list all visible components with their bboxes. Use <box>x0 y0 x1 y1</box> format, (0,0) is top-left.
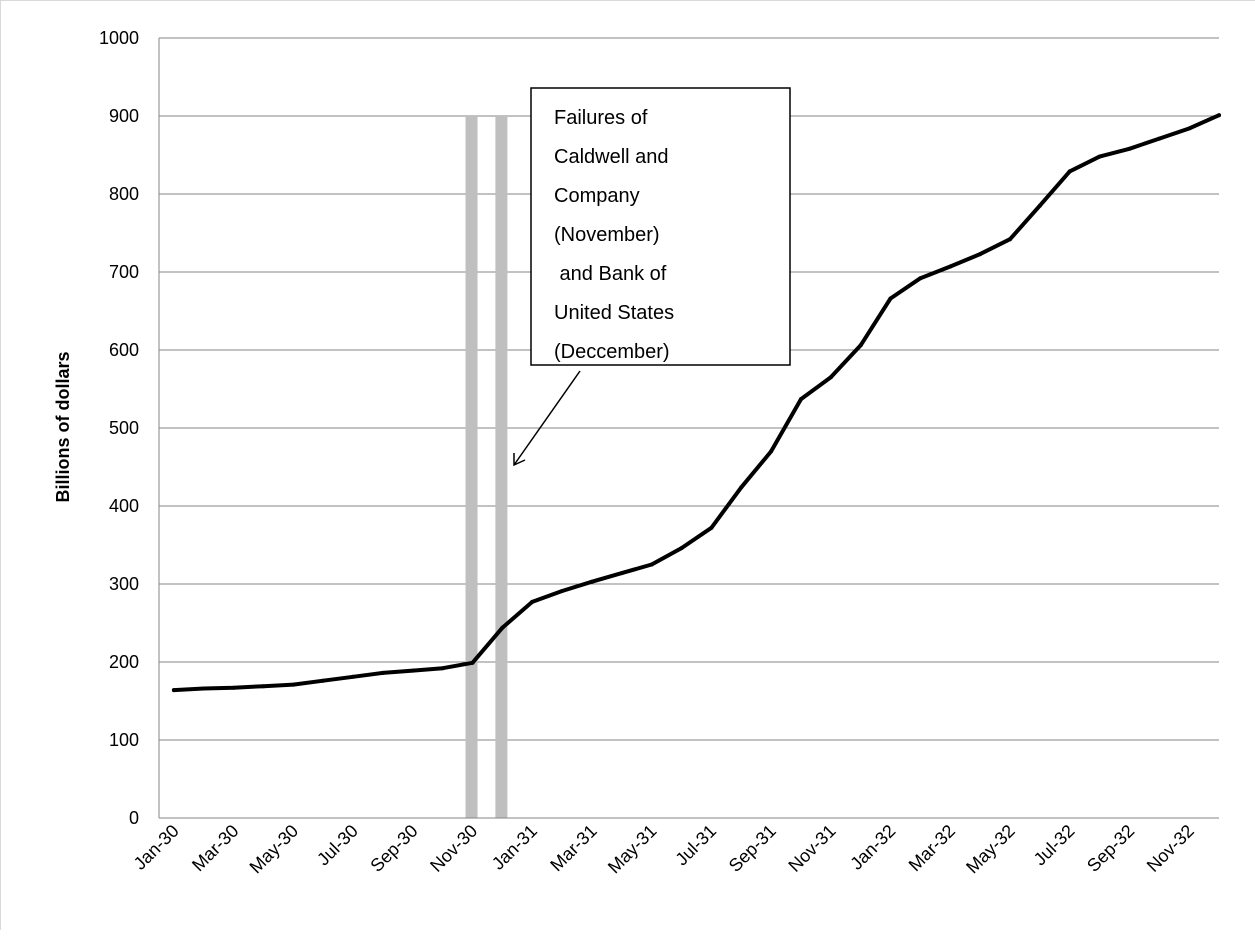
annotation-line: (Deccember) <box>554 341 670 363</box>
y-tick-label: 1000 <box>99 28 139 48</box>
annotation: Failures of Caldwell and Company (November)… <box>513 87 791 467</box>
data-point <box>321 678 326 683</box>
y-tick-label: 400 <box>109 496 139 516</box>
data-point <box>679 546 684 551</box>
data-point <box>351 674 356 679</box>
data-point <box>1217 113 1221 118</box>
annotation-box <box>530 87 791 366</box>
data-point <box>470 660 475 665</box>
data-point <box>1067 169 1072 174</box>
series-line <box>171 113 1221 693</box>
annotation-line: Caldwell and <box>554 146 669 168</box>
x-tick-label: Jul-32 <box>1030 821 1079 870</box>
y-tick-label: 300 <box>109 574 139 594</box>
series-layer <box>171 113 1221 693</box>
annotation-line: Failures of <box>554 107 648 129</box>
x-tick-label: May-30 <box>246 821 303 878</box>
y-tick-label: 800 <box>109 184 139 204</box>
x-tick-label: Jul-30 <box>313 821 362 870</box>
x-tick-label: Mar-32 <box>905 821 959 875</box>
annotation-text: Failures of Caldwell and Company (November)… <box>554 107 674 363</box>
x-tick-label: Jan-31 <box>488 821 541 874</box>
data-point <box>649 562 654 567</box>
data-point <box>440 666 445 671</box>
data-point <box>261 684 266 689</box>
data-point <box>560 589 565 593</box>
data-point <box>530 599 535 604</box>
annotation-arrow-line <box>513 370 581 466</box>
annotation-arrow-head <box>513 453 526 467</box>
y-tick-label: 100 <box>109 730 139 750</box>
x-tick-label: May-32 <box>962 821 1019 878</box>
data-point <box>1008 237 1012 242</box>
data-point <box>978 252 983 257</box>
data-point <box>201 686 206 691</box>
y-tick-label: 700 <box>109 262 139 282</box>
data-point <box>709 525 714 530</box>
data-point <box>380 670 385 675</box>
data-point <box>1037 203 1042 208</box>
data-point <box>619 571 624 576</box>
data-point <box>739 485 744 490</box>
y-tick-labels: 0 100 200 300 400 500 600 700 800 900 1000 <box>99 28 139 828</box>
data-point <box>410 668 415 673</box>
x-tick-label: May-31 <box>604 821 661 878</box>
x-tick-label: Nov-31 <box>784 821 839 876</box>
data-point <box>888 296 893 301</box>
x-tick-labels: Jan-30 Mar-30 May-30 Jul-30 Sep-30 Nov-30 Jan-… <box>130 821 1198 878</box>
data-point <box>500 625 505 630</box>
x-tick-label: Nov-32 <box>1143 821 1198 876</box>
x-tick-label: Sep-31 <box>725 821 780 876</box>
x-tick-label: Jan-30 <box>130 821 183 874</box>
data-point <box>590 579 594 584</box>
x-tick-label: Nov-30 <box>426 821 481 876</box>
failure-marker-bar <box>465 116 478 818</box>
data-point <box>291 682 296 687</box>
annotation-line: United States <box>554 302 674 324</box>
x-tick-label: Mar-31 <box>546 821 600 875</box>
data-point <box>171 688 176 693</box>
x-tick-label: Sep-32 <box>1083 821 1138 876</box>
y-tick-label: 500 <box>109 418 139 438</box>
data-point <box>1127 146 1132 151</box>
data-point <box>231 685 236 690</box>
annotation-line: (November) <box>554 224 660 246</box>
data-point <box>769 449 774 454</box>
data-point <box>1157 136 1162 141</box>
x-tick-label: Jan-32 <box>846 821 899 874</box>
data-point <box>858 343 863 348</box>
data-point <box>828 375 833 380</box>
x-tick-label: Mar-30 <box>188 821 242 875</box>
y-tick-label: 900 <box>109 106 139 126</box>
failure-marker-bar <box>495 116 508 818</box>
highlight-bars <box>465 116 508 818</box>
axes <box>158 38 1219 819</box>
annotation-line: Company <box>554 185 640 207</box>
data-point <box>1187 126 1192 131</box>
y-tick-label: 0 <box>129 808 139 828</box>
y-tick-label: 600 <box>109 340 139 360</box>
x-tick-label: Sep-30 <box>366 821 421 876</box>
annotation-line: and Bank of <box>554 263 667 285</box>
data-point <box>918 276 923 281</box>
y-tick-label: 200 <box>109 652 139 672</box>
y-axis-label: Billions of dollars <box>53 351 73 502</box>
data-point <box>799 397 803 402</box>
data-point <box>1097 154 1102 159</box>
data-point <box>948 264 953 269</box>
x-tick-label: Jul-31 <box>671 821 720 870</box>
